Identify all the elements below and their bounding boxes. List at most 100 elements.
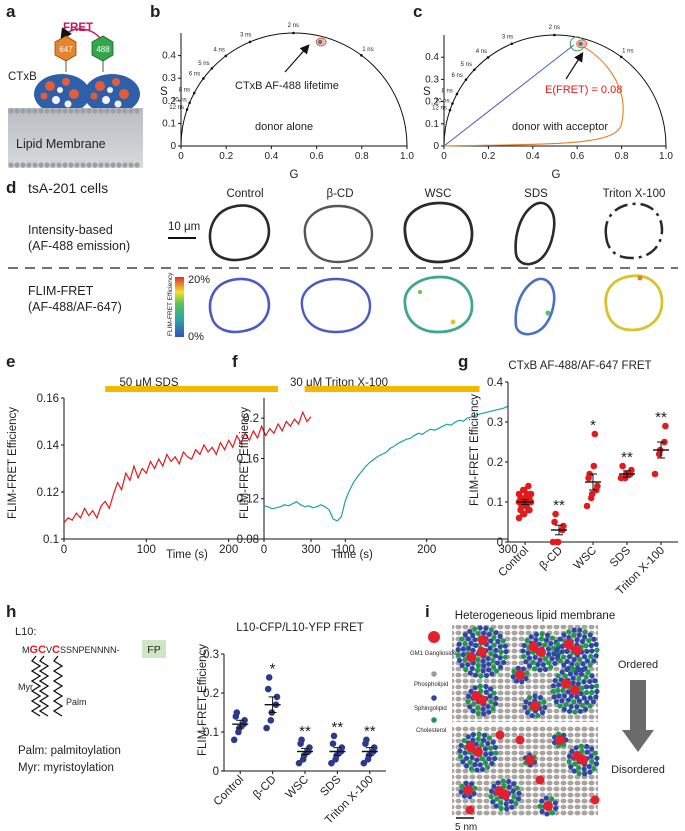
- raft-lipid: [455, 646, 461, 653]
- lipid-raft: [550, 665, 600, 715]
- raft-lipid: [515, 665, 521, 671]
- panel-b-y-label: S: [160, 86, 168, 98]
- raft-lipid: [486, 735, 493, 741]
- data-point: [298, 736, 305, 744]
- x-tick-label: WSC: [284, 774, 311, 801]
- lipid-head: [134, 162, 140, 168]
- lipid-raft: [465, 683, 499, 717]
- gm1-ganglioside: [530, 701, 540, 711]
- lipid-raft: [458, 780, 478, 800]
- state-ordered: Ordered: [618, 659, 658, 671]
- panel-f-chart: FLIM-FRET Efficiency Time (s) 30 μM Trit…: [237, 377, 518, 561]
- raft-lipid: [548, 664, 554, 670]
- cell-line-label: tsA-201 cells: [28, 180, 108, 196]
- raft-lipid: [480, 737, 487, 743]
- raft-lipid: [477, 625, 483, 631]
- raft-lipid: [485, 703, 491, 710]
- raft-lipid: [564, 666, 570, 673]
- lipid-raft: [522, 752, 538, 768]
- significance-stars: *: [590, 417, 596, 434]
- raft-lipid: [594, 683, 600, 689]
- raft-lipid: [572, 761, 578, 767]
- raft-lipid: [525, 650, 531, 656]
- ctxb-label: CTxB: [8, 71, 37, 83]
- lipid-raft: [551, 731, 569, 749]
- raft-lipid: [473, 642, 479, 649]
- raft-lipid: [566, 708, 573, 714]
- raft-lipid: [467, 794, 473, 800]
- raft-lipid: [460, 646, 466, 652]
- lipid-raft: [537, 795, 559, 817]
- panel-i-scalebar-label: 5 nm: [455, 822, 477, 831]
- data-point: [560, 522, 567, 530]
- raft-lipid: [493, 629, 499, 636]
- gm1-ganglioside: [570, 685, 580, 695]
- raft-lipid: [584, 743, 590, 750]
- x-tick-label: 300: [301, 544, 320, 556]
- raft-lipid: [457, 753, 464, 760]
- raft-lipid: [513, 678, 520, 684]
- raft-lipid: [479, 742, 485, 748]
- gm1-ganglioside: [495, 730, 505, 740]
- raft-lipid: [585, 669, 591, 675]
- raft-lipid: [502, 654, 509, 660]
- y-tick-label: 0.2: [425, 97, 439, 108]
- raft-lipid: [492, 653, 499, 659]
- x-tick-label: 200: [417, 544, 436, 556]
- donor-label: 488: [96, 45, 110, 54]
- x-tick-label: WSC: [572, 545, 599, 572]
- raft-lipid: [493, 803, 499, 809]
- raft-lipid: [587, 678, 593, 685]
- raft-lipid: [467, 670, 473, 676]
- raft-lipid: [576, 765, 582, 771]
- raft-lipid: [475, 662, 481, 669]
- raft-lipid: [574, 704, 580, 710]
- lipid-head: [38, 162, 44, 168]
- raft-lipid: [514, 785, 520, 791]
- raft-lipid: [548, 640, 554, 647]
- lipid-raft: [455, 625, 509, 679]
- y-tick-label: 0.2: [203, 688, 219, 700]
- gm1-ganglioside: [494, 786, 505, 797]
- lipid-head: [98, 108, 104, 114]
- raft-lipid: [491, 642, 497, 648]
- raft-lipid: [587, 695, 593, 701]
- raft-lipid: [468, 640, 474, 646]
- intensity-cell-triton: [604, 202, 664, 260]
- raft-lipid: [588, 653, 594, 659]
- raft-lipid: [573, 670, 579, 676]
- raft-lipid: [463, 667, 469, 673]
- raft-lipid: [573, 745, 579, 751]
- raft-lipid: [521, 642, 527, 649]
- x-tick-label: 0.6: [310, 151, 324, 162]
- raft-lipid: [491, 783, 497, 789]
- panel-e-chart: FLIM-FRET Efficiency Time (s) 50 μM SDS …: [7, 377, 321, 561]
- raft-lipid: [549, 656, 555, 662]
- raft-lipid: [462, 750, 468, 756]
- raft-lipid: [486, 756, 492, 762]
- raft-lipid: [584, 648, 590, 655]
- raft-lipid: [465, 645, 472, 651]
- intensity-cell-bcd: [303, 204, 374, 264]
- data-point: [273, 693, 281, 701]
- lifetime-label: 10 ns: [172, 98, 187, 104]
- panel-i-membrane: Heterogeneous lipid membrane GM1 Ganglio…: [410, 610, 665, 831]
- acyl-chains: [30, 655, 64, 717]
- raft-lipid: [564, 648, 570, 655]
- lipid-head: [56, 108, 62, 114]
- raft-lipid: [463, 780, 469, 786]
- raft-lipid: [568, 703, 574, 710]
- y-tick-label: 0.2: [487, 457, 503, 469]
- gm1-ganglioside: [572, 751, 583, 762]
- raft-lipid: [524, 709, 531, 716]
- gm1-ganglioside: [473, 747, 483, 757]
- panel-e-x-label: Time (s): [166, 549, 208, 561]
- y-tick-label: 0.12: [237, 494, 259, 506]
- raft-lipid: [562, 673, 568, 679]
- lifetime-label: 5 ns: [198, 61, 209, 67]
- raft-lipid: [545, 646, 551, 652]
- raft-lipid: [544, 632, 551, 638]
- lipid-head: [62, 108, 68, 114]
- data-point: [370, 744, 378, 751]
- raft-lipid: [467, 759, 473, 765]
